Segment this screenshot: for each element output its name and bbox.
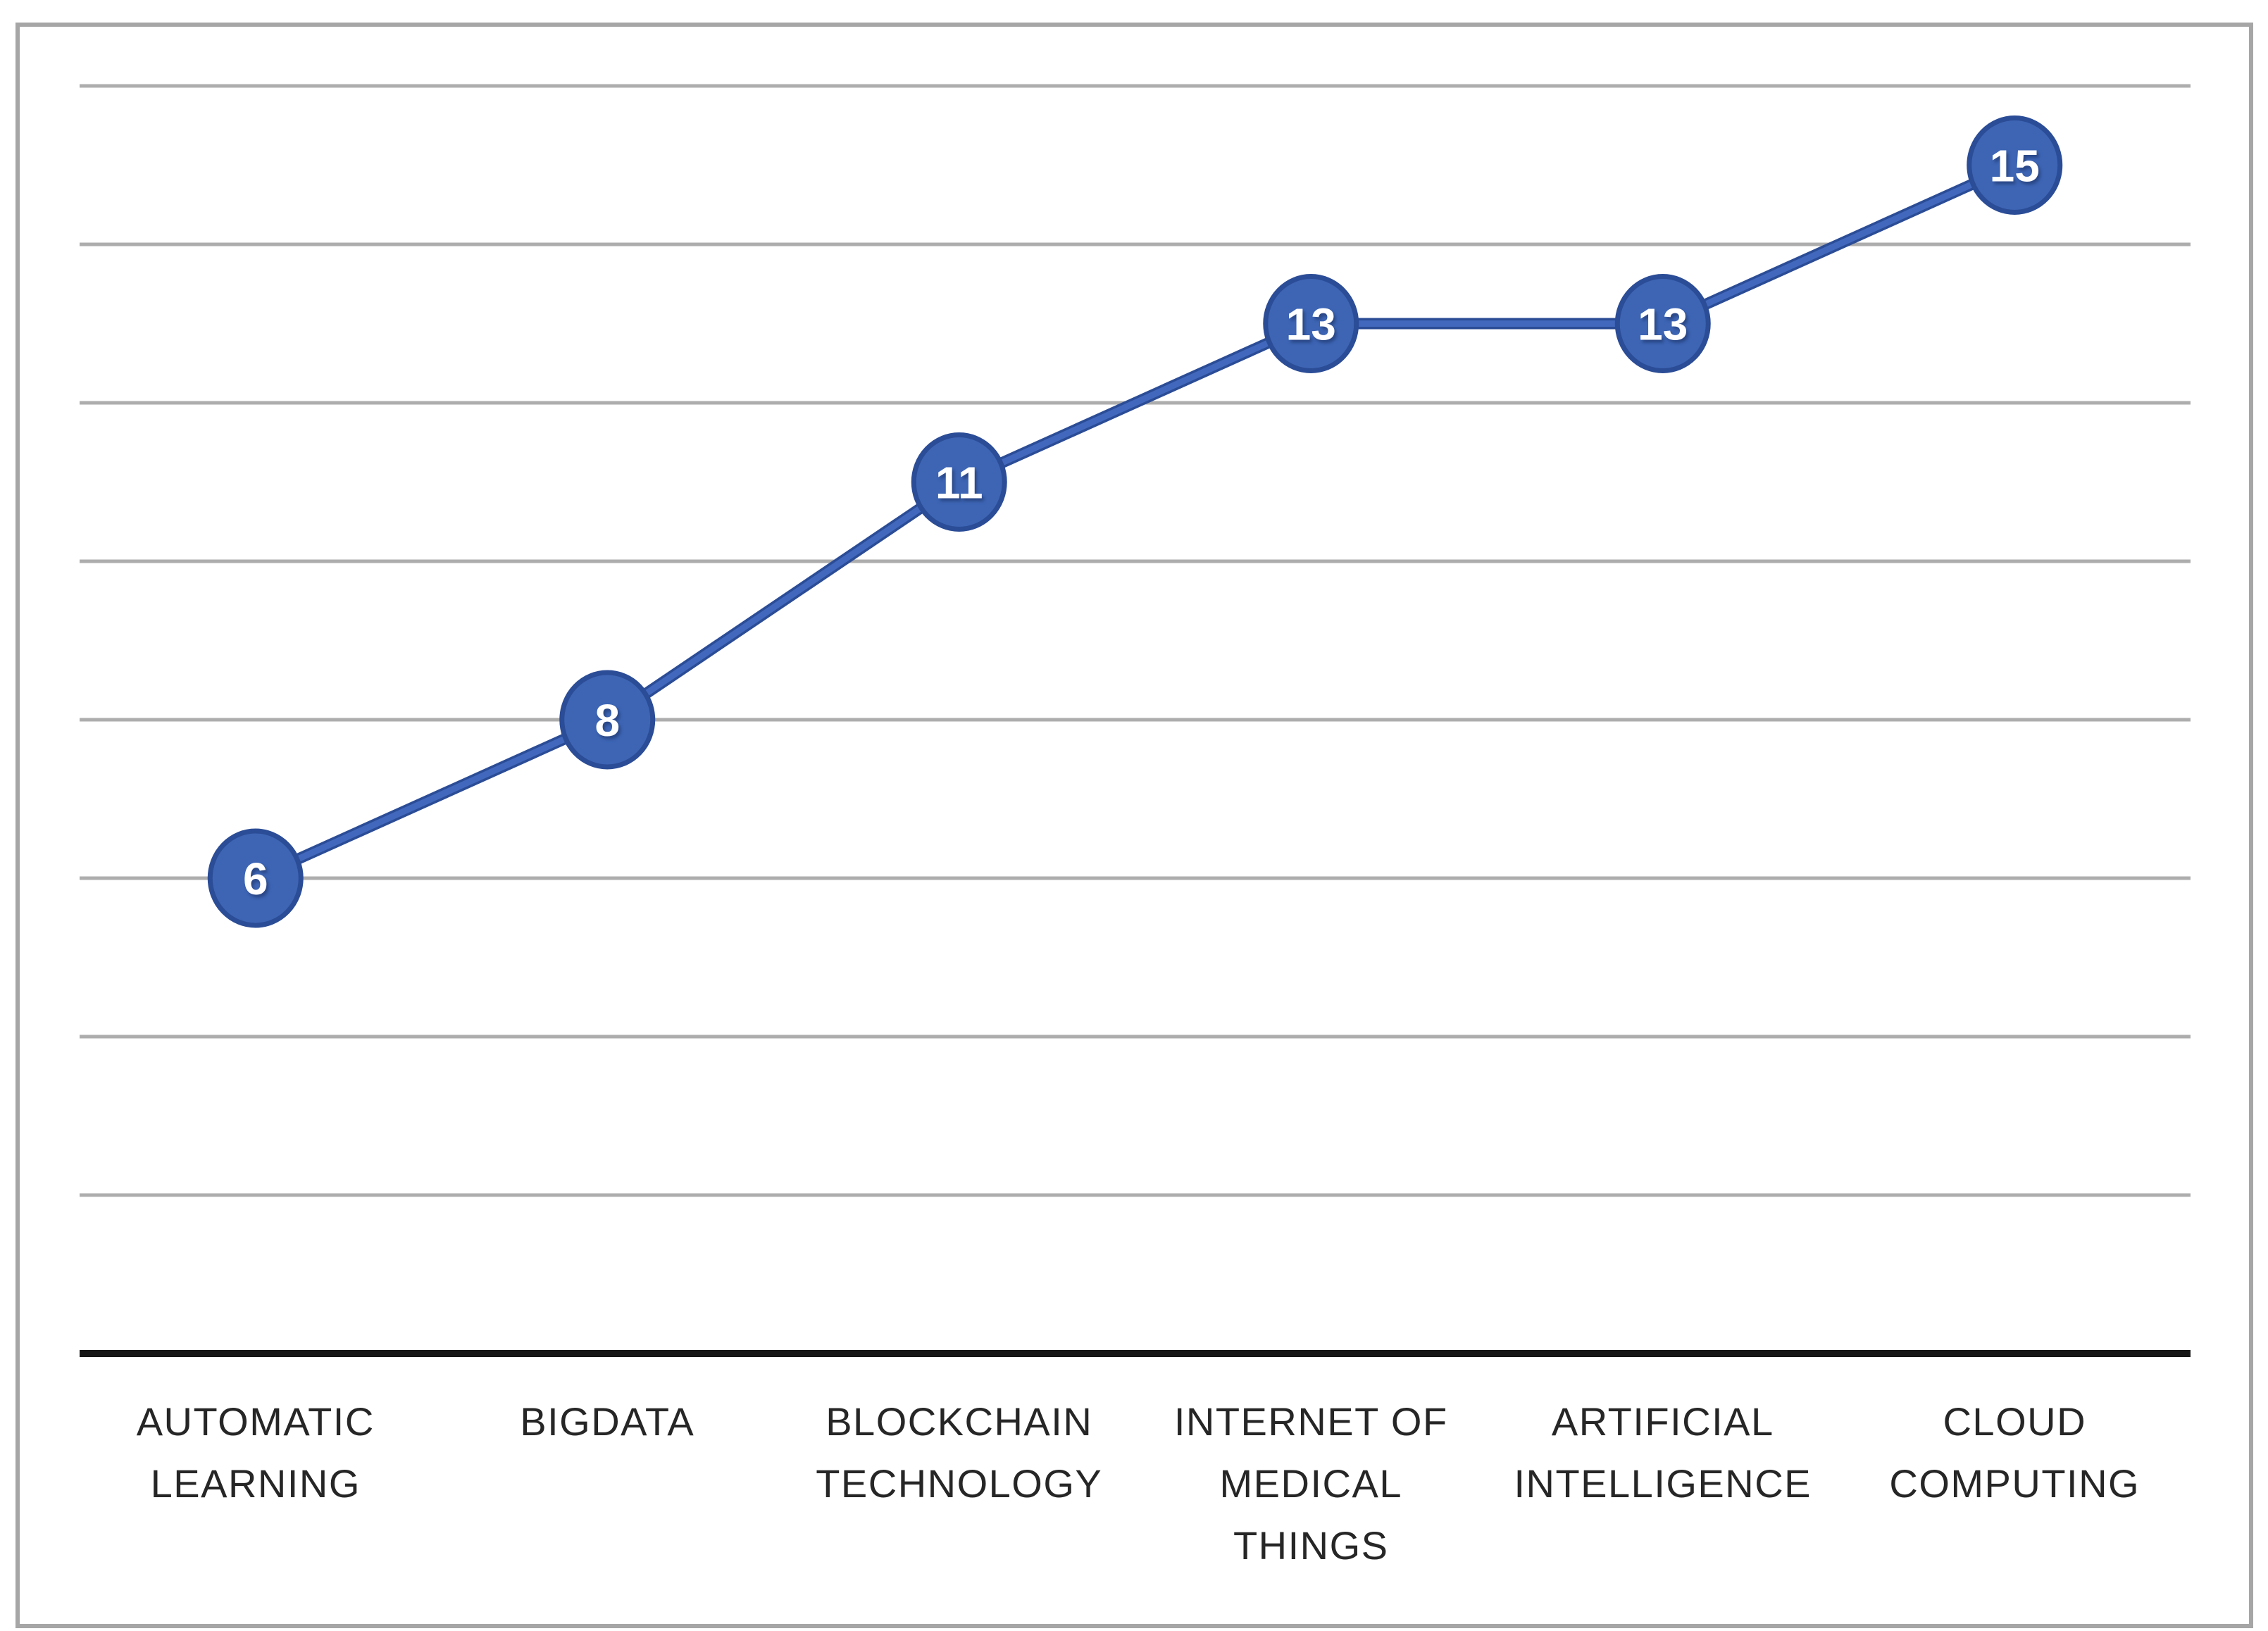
category-label: BIGDATA (520, 1399, 694, 1444)
series-line (252, 162, 2018, 882)
data-point-value-label: 13 (1638, 299, 1688, 350)
data-point-marker (1967, 115, 2063, 215)
data-point-value-label: 15 (1990, 141, 2040, 192)
data-point-value-label: 6 (243, 854, 268, 904)
data-point-value-label: 8 (594, 695, 620, 746)
category-label: INTERNET OF MEDICAL THINGS (1174, 1399, 1448, 1568)
data-series-line (249, 159, 2021, 884)
category-label: AUTOMATIC LEARNING (137, 1399, 375, 1506)
category-label: ARTIFICIAL INTELLIGENCE (1514, 1399, 1812, 1506)
category-label: BLOCKCHAIN TECHNOLOGY (816, 1399, 1102, 1506)
figure-border (15, 23, 2253, 1628)
figure-frame (15, 23, 2253, 1628)
data-point-marker (1263, 274, 1359, 373)
data-point-marker (911, 432, 1007, 532)
data-point-marker (207, 828, 304, 928)
data-point-value-label: 11 (935, 458, 983, 508)
data-point-markers: 6 8 11 13 13 15 (207, 115, 2063, 928)
data-point-value-label: 13 (1286, 299, 1336, 350)
category-label: CLOUD COMPUTING (1889, 1399, 2140, 1506)
data-point-marker (559, 670, 656, 770)
x-axis-category-labels: AUTOMATIC LEARNING BIGDATA BLOCKCHAIN TECHNO… (137, 1399, 2140, 1568)
data-point-marker (1614, 274, 1711, 373)
